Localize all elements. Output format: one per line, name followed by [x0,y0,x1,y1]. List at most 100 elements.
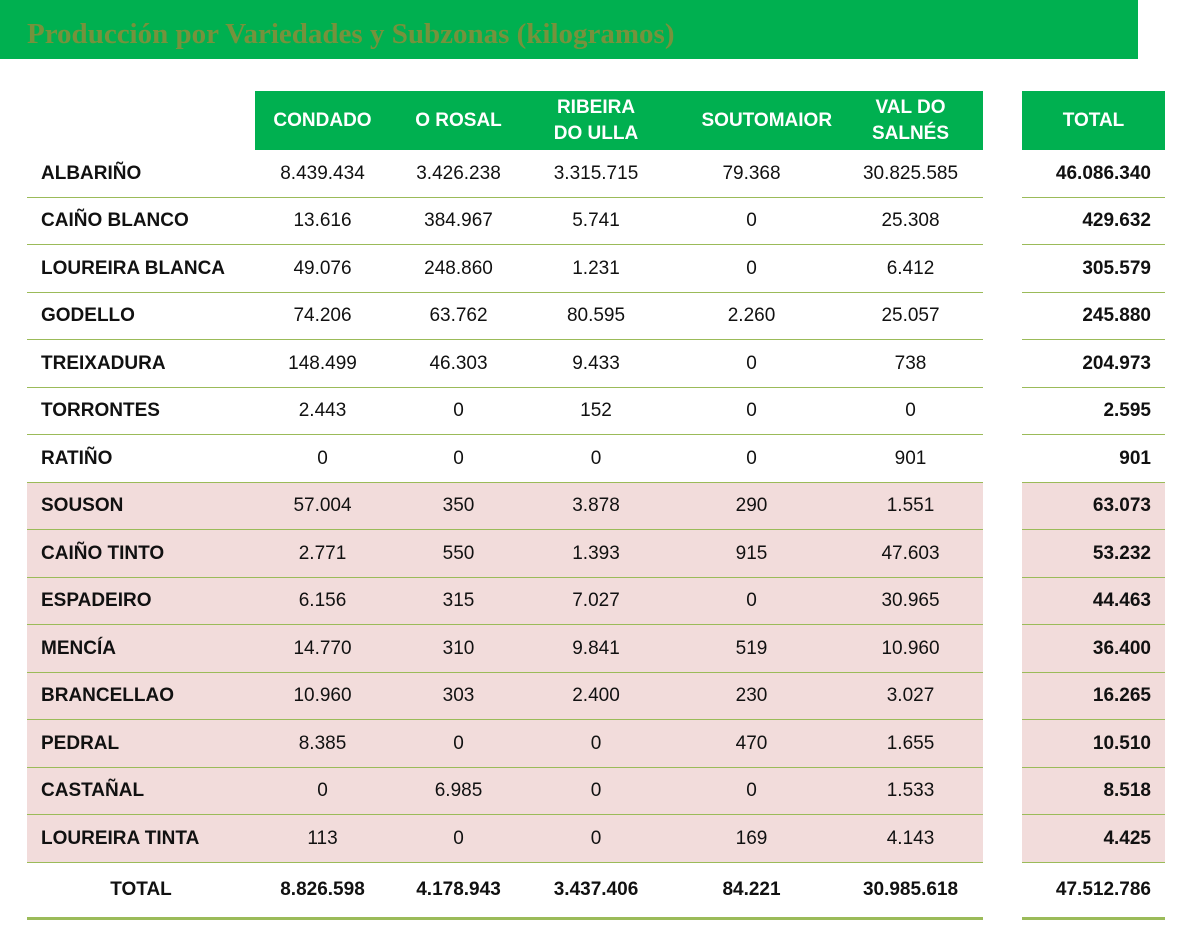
cell-value: 79.368 [722,162,781,184]
row-label: CASTAÑAL [41,780,145,802]
row-label: TREIXADURA [41,352,166,374]
row-rule [1022,719,1165,720]
total-value: 4.178.943 [416,879,501,900]
cell-value: 49.076 [293,257,352,279]
total-value: 47.512.786 [1055,879,1151,900]
cell-value: 6.156 [298,590,347,612]
row-label: GODELLO [41,305,135,327]
cell-value: 0 [453,732,464,754]
row-rule [1022,481,1165,483]
cell-value: 47.603 [881,542,940,564]
cell-value: 0 [317,447,328,469]
cell-value: 80.595 [566,305,626,327]
row-rule [27,671,983,673]
cell-value: 9.841 [572,637,620,659]
cell-value: 44.463 [1092,590,1151,612]
cell-value: 0 [746,400,757,422]
row-label: SOUSON [41,495,124,517]
row-shade [27,625,983,673]
row-shade [1022,530,1165,578]
row-label: RATIÑO [41,447,113,469]
column-header: VAL DO SALNÉS [838,91,983,150]
cell-value: 2.595 [1103,400,1151,422]
cell-value: 0 [746,352,757,374]
cell-value: 3.878 [572,495,620,517]
row-rule [27,196,983,198]
row-rule [27,339,983,340]
cell-value: 0 [746,257,757,279]
row-shade [1022,815,1165,863]
row-shade [1022,767,1165,815]
row-rule [27,434,983,435]
cell-value: 46.303 [429,352,488,374]
total-label: TOTAL [110,879,172,900]
row-label: MENCÍA [41,637,116,659]
total-value: 30.985.618 [862,879,959,900]
cell-value: 7.027 [572,590,620,612]
row-shade [27,672,983,720]
cell-value: 46.086.340 [1055,162,1151,184]
cell-value: 10.960 [881,637,940,659]
column-header: O ROSAL [390,91,527,150]
row-shade [1022,577,1165,625]
row-rule [27,576,983,578]
cell-value: 305.579 [1082,257,1151,279]
cell-value: 470 [735,732,768,754]
cell-value: 0 [453,400,464,422]
cell-value: 550 [442,542,475,564]
row-shade [27,530,983,578]
row-rule [27,529,983,530]
cell-value: 0 [746,210,757,232]
cell-value: 0 [453,827,464,849]
row-rule [27,481,983,483]
total-value: 8.826.598 [280,879,365,900]
cell-value: 30.825.585 [862,162,959,184]
cell-value: 10.510 [1092,732,1151,754]
cell-value: 3.315.715 [553,162,639,184]
cell-value: 74.206 [293,305,352,327]
row-shade [1022,625,1165,673]
row-shade [1022,720,1165,768]
cell-value: 63.073 [1092,495,1151,517]
cell-value: 8.518 [1103,780,1151,802]
cell-value: 9.433 [572,352,620,374]
row-shade [27,815,983,863]
cell-value: 2.260 [727,305,776,327]
cell-value: 2.771 [298,542,347,564]
cell-value: 4.143 [886,827,935,849]
row-rule [27,814,983,815]
cell-value: 0 [905,400,916,422]
cell-value: 13.616 [293,210,352,232]
cell-value: 738 [894,352,927,374]
row-label: CAIÑO BLANCO [41,210,189,232]
cell-value: 25.057 [881,305,940,327]
row-rule [1022,434,1165,435]
row-rule [1022,339,1165,340]
bottom-rule [1022,916,1165,920]
row-label: ESPADEIRO [41,590,152,612]
cell-value: 0 [453,447,464,469]
total-value: 3.437.406 [553,879,639,900]
cell-value: 8.385 [298,732,347,754]
title: Producción por Variedades y Subzonas (ki… [27,18,675,50]
cell-value: 6.985 [434,780,483,802]
row-shade [27,767,983,815]
row-rule [27,386,983,388]
row-rule [27,291,983,293]
cell-value: 384.967 [424,210,493,232]
row-label: BRANCELLAO [41,685,174,707]
cell-value: 248.860 [424,257,493,279]
cell-value: 36.400 [1092,637,1151,659]
cell-value: 429.632 [1082,210,1151,232]
row-shade [1022,672,1165,720]
cell-value: 57.004 [293,495,352,517]
row-label: TORRONTES [41,400,160,422]
column-header: SOUTOMAIOR [665,91,838,150]
cell-value: 901 [894,447,927,469]
row-rule [1022,244,1165,245]
cell-value: 2.400 [572,685,620,707]
cell-value: 519 [735,637,768,659]
row-shade [27,720,983,768]
cell-value: 148.499 [288,352,357,374]
